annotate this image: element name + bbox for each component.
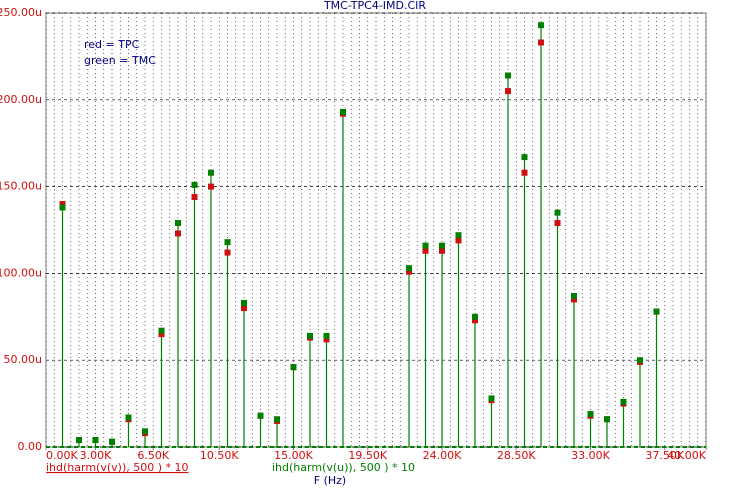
marker xyxy=(290,364,297,371)
legend-entry: ihd(harm(v(v)), 500 ) * 10 xyxy=(46,461,189,474)
x-tick-label: 6.50K xyxy=(137,449,169,462)
marker xyxy=(472,313,478,320)
marker xyxy=(76,437,82,444)
marker xyxy=(59,200,66,207)
marker xyxy=(488,395,495,402)
x-tick-label: 28.50K xyxy=(497,449,536,462)
marker xyxy=(521,169,528,176)
marker xyxy=(191,194,198,201)
marker xyxy=(208,183,214,190)
marker xyxy=(224,249,231,256)
y-tick-label: 50.00u xyxy=(4,353,42,366)
marker xyxy=(554,220,561,227)
marker xyxy=(307,332,313,339)
marker xyxy=(208,169,214,176)
annotation: green = TMC xyxy=(84,54,156,67)
x-tick-label: 33.00K xyxy=(571,449,610,462)
marker xyxy=(538,22,544,29)
marker xyxy=(257,412,264,419)
marker xyxy=(241,299,247,306)
x-tick-label: 10.50K xyxy=(200,449,239,462)
marker xyxy=(340,108,346,115)
marker xyxy=(125,414,132,421)
marker xyxy=(505,72,511,79)
marker xyxy=(175,230,181,237)
y-tick-label: 200.00u xyxy=(0,93,42,106)
marker xyxy=(455,237,462,244)
y-tick-label: 150.00u xyxy=(0,180,42,193)
marker xyxy=(620,398,627,405)
marker xyxy=(455,232,462,239)
marker xyxy=(604,416,610,423)
y-tick-label: 0.00 xyxy=(18,440,43,453)
marker xyxy=(241,305,247,312)
x-tick-label: 19.50K xyxy=(348,449,387,462)
marker xyxy=(439,247,445,254)
marker xyxy=(158,327,165,334)
marker xyxy=(422,247,429,254)
marker xyxy=(653,308,660,315)
x-tick-label: 15.00K xyxy=(274,449,313,462)
chart-title: TMC-TPC4-IMD.CIR xyxy=(323,0,426,12)
marker xyxy=(521,154,528,161)
marker xyxy=(571,292,577,299)
x-tick-label: 24.00K xyxy=(423,449,462,462)
legend-entry: ihd(harm(v(u)), 500 ) * 10 xyxy=(272,461,415,474)
marker xyxy=(224,239,231,246)
x-tick-label: 40.00K xyxy=(667,449,706,462)
marker xyxy=(406,268,412,275)
marker xyxy=(571,296,577,303)
marker xyxy=(175,220,181,227)
y-tick-label: 250.00u xyxy=(0,6,42,19)
marker xyxy=(587,411,594,418)
marker xyxy=(323,332,330,339)
marker xyxy=(92,437,99,444)
x-tick-label: 37.50K xyxy=(645,449,684,462)
marker xyxy=(422,242,429,249)
x-axis-label: F (Hz) xyxy=(314,474,346,487)
marker xyxy=(142,428,148,435)
marker xyxy=(406,265,412,272)
marker xyxy=(505,88,511,95)
marker xyxy=(191,181,198,188)
marker xyxy=(158,331,165,338)
marker xyxy=(538,39,544,46)
marker xyxy=(472,317,478,324)
marker xyxy=(637,357,643,364)
y-tick-label: 100.00u xyxy=(0,266,42,279)
x-tick-label: 0.00K xyxy=(46,449,78,462)
marker xyxy=(59,204,66,211)
marker xyxy=(274,416,280,423)
marker xyxy=(554,209,561,216)
annotation: red = TPC xyxy=(84,38,140,51)
marker xyxy=(439,242,445,249)
x-tick-label: 3.00K xyxy=(80,449,112,462)
marker xyxy=(109,438,115,445)
marker xyxy=(323,336,330,343)
